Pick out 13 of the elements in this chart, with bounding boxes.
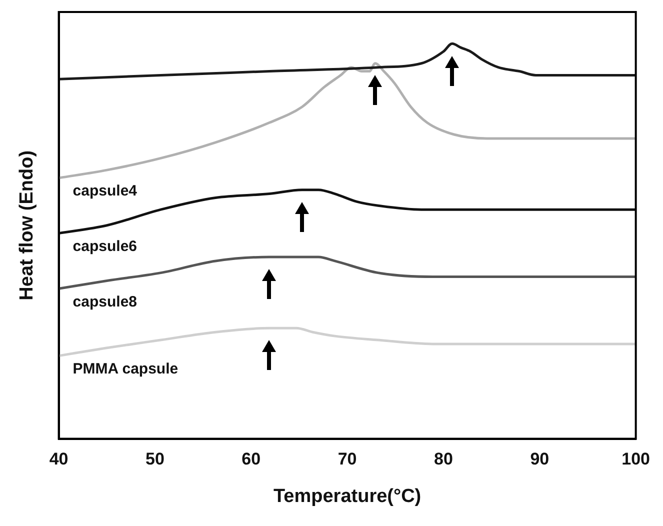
series-label: capsule8 [72,293,138,310]
x-tick-label: 80 [434,450,453,469]
x-tick-label: 40 [49,450,68,469]
series-label: PMMA capsule [72,360,178,378]
x-tick-label: 60 [242,450,261,469]
x-tick-label: 90 [530,450,550,469]
series-label: capsule4 [72,182,138,200]
x-tick-label: 100 [622,450,650,469]
x-tick-label: 70 [338,450,357,469]
x-axis-title: Temperature(°C) [273,486,422,507]
y-axis-title: Heat flow (Endo) [16,150,38,300]
x-tick-label: 50 [146,450,164,469]
series-label: capsule6 [72,238,138,255]
